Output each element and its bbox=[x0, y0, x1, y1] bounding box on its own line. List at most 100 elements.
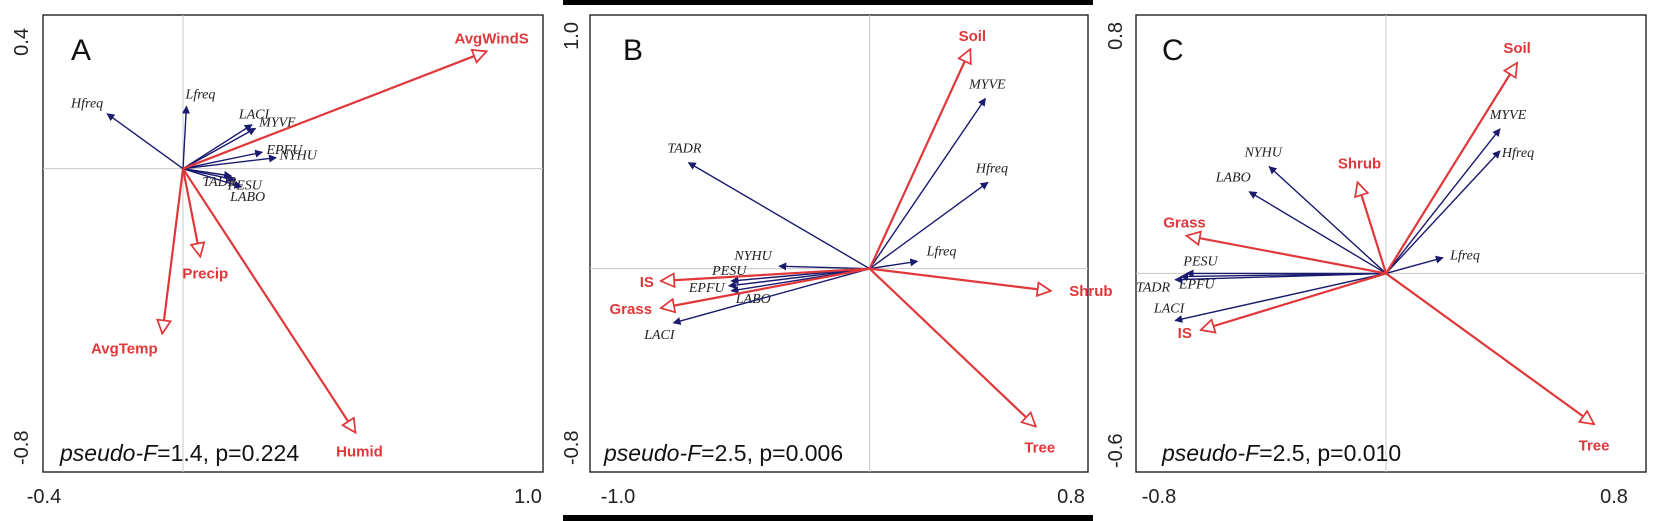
panel-c-is-env-label: IS bbox=[1178, 325, 1192, 342]
panel-b-tree-env-label: Tree bbox=[1024, 440, 1055, 457]
panel-c-soil-env-label: Soil bbox=[1503, 40, 1531, 57]
panel-b-hfreq-species-label: Hfreq bbox=[975, 161, 1008, 176]
panel-b-epfu-species-label: EPFU bbox=[688, 281, 726, 296]
panel-c-grass-env-arrow bbox=[1187, 236, 1387, 275]
panel-c-is-env-arrow bbox=[1201, 272, 1387, 330]
panel-a-precip-env-arrow bbox=[181, 168, 200, 257]
panel-a-avgwinds-env-label: AvgWindS bbox=[454, 30, 528, 47]
panel-b-top-bar bbox=[563, 0, 1093, 5]
panel-b-soil-env-arrow bbox=[868, 49, 971, 270]
panel-a-statistic-prefix: pseudo-F bbox=[59, 440, 159, 466]
panel-c-tadr-species-label: TADR bbox=[1136, 281, 1170, 296]
panel-c-tadr-species-arrow bbox=[1174, 272, 1387, 284]
panel-c-x-tick-right: 0.8 bbox=[1600, 486, 1628, 508]
panel-b-plot-frame bbox=[589, 14, 1089, 473]
panel-a-epfu-species-label: EPFU bbox=[265, 143, 303, 158]
panel-a-plot-frame bbox=[42, 14, 544, 473]
panel-b-lfreq-species-arrow bbox=[869, 258, 919, 270]
panel-c-letter: C bbox=[1162, 34, 1184, 67]
panel-c-statistic: pseudo-F=2.5, p=0.010 bbox=[1161, 440, 1401, 466]
panel-b-bottom-bar bbox=[563, 515, 1093, 521]
panel-a-laci-species-arrow bbox=[182, 124, 253, 170]
panel-b-hfreq-species-arrow bbox=[869, 181, 989, 270]
panel-c-statistic-prefix: pseudo-F bbox=[1161, 440, 1261, 466]
panel-a-epfu-species-arrow bbox=[182, 149, 264, 170]
panel-a: 0.4 -0.8 -0.4 1.0 A pseudo-F=1.4, p=0.22… bbox=[11, 14, 544, 508]
panel-a-y-tick-bottom: -0.8 bbox=[11, 431, 33, 465]
panel-a-humid-env-arrow bbox=[182, 168, 356, 433]
panel-a-x-tick-left: -0.4 bbox=[27, 486, 61, 508]
panel-b-myve-species-label: MYVE bbox=[968, 77, 1006, 92]
panel-b-y-tick-top: 1.0 bbox=[561, 22, 583, 50]
panel-b-shrub-env-label: Shrub bbox=[1069, 283, 1112, 300]
panel-a-hfreq-species-arrow bbox=[106, 113, 184, 170]
panel-b-x-tick-right: 0.8 bbox=[1057, 486, 1085, 508]
panel-a-statistic-rest: =1.4, p=0.224 bbox=[157, 440, 299, 466]
panel-a-lfreq-species-label: Lfreq bbox=[185, 87, 216, 102]
panel-b-nyhu-species-arrow bbox=[778, 262, 870, 271]
panel-a-avgwinds-env-arrow bbox=[182, 51, 487, 170]
panel-b-epfu-species-arrow bbox=[727, 267, 870, 290]
panel-b-is-env-arrow bbox=[661, 267, 870, 281]
panel-c: 0.8 -0.6 -0.8 0.8 C pseudo-F=2.5, p=0.01… bbox=[1105, 14, 1647, 508]
panel-a-humid-env-label: Humid bbox=[336, 444, 383, 461]
panel-c-labo-species-label: LABO bbox=[1215, 171, 1251, 186]
panel-b-tree-env-arrow bbox=[868, 267, 1036, 427]
panel-c-y-tick-top: 0.8 bbox=[1105, 22, 1127, 50]
panel-a-hfreq-species-label: Hfreq bbox=[70, 97, 103, 112]
panel-c-x-tick-left: -0.8 bbox=[1142, 486, 1176, 508]
panel-c-myve-species-label: MYVE bbox=[1489, 108, 1527, 123]
panel-a-x-tick-right: 1.0 bbox=[514, 486, 542, 508]
panel-a-vectors: HfreqLfreqLACIMYVEEPFUNYHUTADRPESULABOAv… bbox=[70, 30, 529, 460]
panel-a-letter: A bbox=[71, 34, 91, 67]
panel-c-epfu-species-label: EPFU bbox=[1178, 278, 1216, 293]
panel-b-laci-species-label: LACI bbox=[643, 328, 676, 343]
panel-b-shrub-env-arrow bbox=[869, 267, 1051, 291]
panel-b-statistic: pseudo-F=2.5, p=0.006 bbox=[603, 440, 843, 466]
panel-b-letter: B bbox=[623, 34, 643, 67]
panel-b-laci-species-arrow bbox=[672, 267, 870, 325]
panel-c-nyhu-species-label: NYHU bbox=[1243, 146, 1282, 161]
panel-b: 1.0 -0.8 -1.0 0.8 B pseudo-F=2.5, p=0.00… bbox=[561, 14, 1113, 508]
panel-b-nyhu-species-label: NYHU bbox=[733, 249, 772, 264]
panel-c-statistic-rest: =2.5, p=0.010 bbox=[1259, 440, 1401, 466]
panel-a-nyhu-species-label: NYHU bbox=[278, 149, 317, 164]
panel-b-tadr-species-label: TADR bbox=[667, 142, 701, 157]
panel-c-lfreq-species-label: Lfreq bbox=[1449, 249, 1480, 264]
panel-a-myve-species-label: MYVE bbox=[258, 115, 296, 130]
panel-c-labo-species-arrow bbox=[1248, 191, 1387, 275]
panel-c-hfreq-species-arrow bbox=[1385, 150, 1501, 274]
panel-a-nyhu-species-arrow bbox=[182, 154, 277, 170]
panel-b-lfreq-species-label: Lfreq bbox=[926, 244, 957, 259]
panel-a-avgtemp-env-label: AvgTemp bbox=[91, 341, 158, 358]
panel-b-tadr-species-arrow bbox=[687, 161, 871, 270]
panel-c-plot-frame bbox=[1135, 14, 1647, 473]
panel-a-statistic: pseudo-F=1.4, p=0.224 bbox=[59, 440, 299, 466]
panel-a-y-tick-top: 0.4 bbox=[11, 28, 33, 56]
panel-a-lfreq-species-arrow bbox=[182, 105, 191, 169]
panel-c-tree-env-arrow bbox=[1385, 272, 1594, 424]
panel-a-laci-species-label: LACI bbox=[238, 108, 271, 123]
panel-b-is-env-label: IS bbox=[640, 274, 654, 291]
panel-b-x-tick-left: -1.0 bbox=[601, 486, 635, 508]
panel-a-pesu-species-arrow bbox=[182, 167, 236, 183]
panel-a-labo-species-label: LABO bbox=[229, 190, 265, 205]
panel-c-tree-env-label: Tree bbox=[1579, 437, 1610, 454]
panel-b-statistic-rest: =2.5, p=0.006 bbox=[701, 440, 843, 466]
panel-c-y-tick-bottom: -0.6 bbox=[1105, 434, 1127, 468]
panel-b-vectors: TADRMYVEHfreqLfreqNYHUPESUEPFULABOLACISo… bbox=[610, 28, 1113, 456]
panel-c-shrub-env-label: Shrub bbox=[1338, 155, 1381, 172]
panel-c-pesu-species-label: PESU bbox=[1182, 254, 1218, 269]
panel-c-nyhu-species-arrow bbox=[1268, 166, 1387, 274]
panel-b-pesu-species-label: PESU bbox=[711, 264, 747, 279]
panel-c-vectors: NYHU LABO MYVE Hfreq Lfreq PESU EPFU TADR LACI So… bbox=[1136, 40, 1609, 454]
panel-a-precip-env-label: Precip bbox=[182, 266, 228, 283]
panel-a-myve-species-arrow bbox=[182, 127, 257, 170]
panel-c-shrub-env-arrow bbox=[1358, 182, 1388, 274]
panel-b-grass-env-arrow bbox=[661, 267, 870, 308]
panel-a-labo-species-arrow bbox=[182, 167, 243, 189]
panel-b-y-tick-bottom: -0.8 bbox=[561, 431, 583, 465]
panel-c-soil-env-arrow bbox=[1385, 63, 1517, 275]
panel-c-laci-species-arrow bbox=[1174, 272, 1387, 323]
